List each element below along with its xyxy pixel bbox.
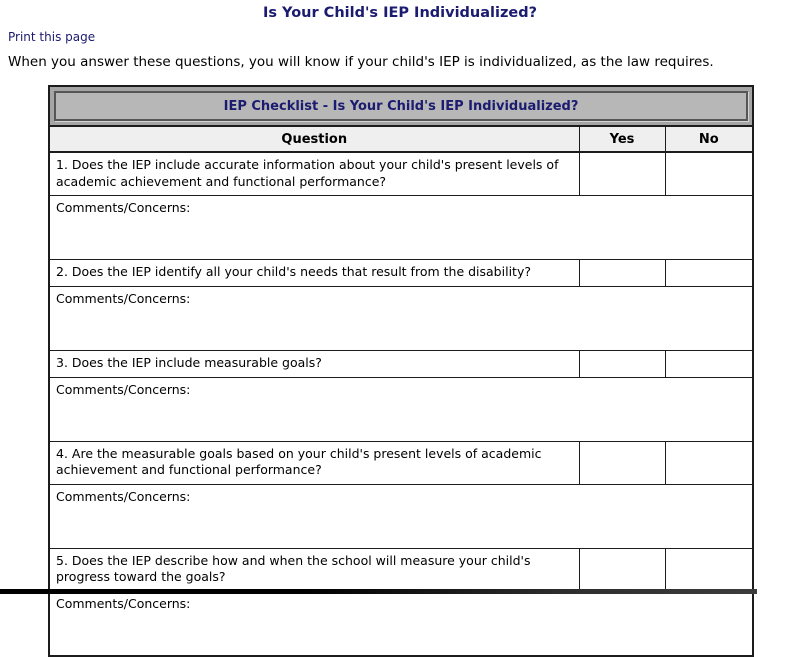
yes-answer-cell bbox=[578, 349, 666, 378]
question-cell: 5. Does the IEP describe how and when th… bbox=[48, 547, 580, 593]
column-header-yes: Yes bbox=[578, 125, 666, 153]
comments-cell: Comments/Concerns: bbox=[48, 285, 754, 351]
yes-answer-cell bbox=[578, 547, 666, 593]
no-answer-cell bbox=[664, 440, 754, 485]
question-cell: 4. Are the measurable goals based on you… bbox=[48, 440, 580, 485]
comments-cell: Comments/Concerns: bbox=[48, 376, 754, 442]
question-cell: 3. Does the IEP include measurable goals… bbox=[48, 349, 580, 378]
question-row: 3. Does the IEP include measurable goals… bbox=[48, 349, 754, 378]
question-row: 4. Are the measurable goals based on you… bbox=[48, 440, 754, 485]
banner-row: IEP Checklist - Is Your Child's IEP Indi… bbox=[48, 85, 754, 127]
checklist-table: IEP Checklist - Is Your Child's IEP Indi… bbox=[48, 85, 755, 657]
page-title: Is Your Child's IEP Individualized? bbox=[262, 5, 538, 21]
question-row: 2. Does the IEP identify all your child'… bbox=[48, 259, 754, 287]
yes-answer-cell bbox=[578, 259, 666, 287]
comments-row: Comments/Concerns: bbox=[48, 285, 754, 351]
question-cell: 2. Does the IEP identify all your child'… bbox=[48, 259, 580, 287]
comments-row: Comments/Concerns: bbox=[48, 483, 754, 549]
comments-row: Comments/Concerns: bbox=[48, 195, 754, 261]
intro-text: When you answer these questions, you wil… bbox=[8, 54, 714, 70]
no-answer-cell bbox=[664, 259, 754, 287]
question-row: 1. Does the IEP include accurate informa… bbox=[48, 151, 754, 197]
no-answer-cell bbox=[664, 547, 754, 593]
comments-cell: Comments/Concerns: bbox=[48, 195, 754, 261]
column-header-no: No bbox=[664, 125, 754, 153]
page: Is Your Child's IEP Individualized? Prin… bbox=[0, 5, 800, 657]
comments-cell: Comments/Concerns: bbox=[48, 591, 754, 656]
comments-cell: Comments/Concerns: bbox=[48, 483, 754, 549]
yes-answer-cell bbox=[578, 151, 666, 197]
checklist-banner: IEP Checklist - Is Your Child's IEP Indi… bbox=[48, 85, 754, 127]
checklist-banner-panel: IEP Checklist - Is Your Child's IEP Indi… bbox=[54, 91, 749, 121]
checklist-banner-title: IEP Checklist - Is Your Child's IEP Indi… bbox=[223, 98, 579, 114]
question-row: 5. Does the IEP describe how and when th… bbox=[48, 547, 754, 593]
yes-answer-cell bbox=[578, 440, 666, 485]
no-answer-cell bbox=[664, 151, 754, 197]
print-link[interactable]: Print this page bbox=[8, 30, 96, 44]
checklist-section: IEP Checklist - Is Your Child's IEP Indi… bbox=[48, 85, 800, 657]
question-cell: 1. Does the IEP include accurate informa… bbox=[48, 151, 580, 197]
no-answer-cell bbox=[664, 349, 754, 378]
comments-row: Comments/Concerns: bbox=[48, 376, 754, 442]
column-header-question: Question bbox=[48, 125, 580, 153]
column-header-row: Question Yes No bbox=[48, 125, 754, 153]
comments-row: Comments/Concerns: bbox=[48, 591, 754, 656]
